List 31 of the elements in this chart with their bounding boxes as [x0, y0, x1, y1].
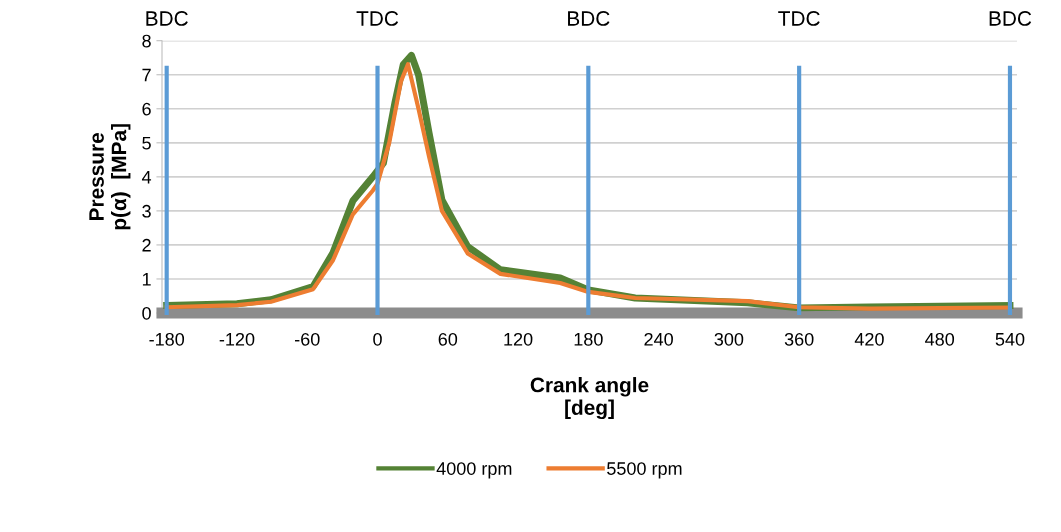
y-tick-label: 1 [142, 273, 151, 286]
legend-label: 5500 rpm [607, 462, 682, 479]
x-tick-label: -60 [294, 332, 320, 346]
x-tick-label: 540 [995, 332, 1025, 346]
x-tick-label: 60 [438, 332, 458, 346]
legend-label: 4000 rpm [436, 462, 512, 479]
x-tick-label: 0 [373, 332, 382, 346]
x-tick-label: -180 [149, 332, 185, 346]
y-tick-label: 4 [141, 170, 152, 184]
x-tick-label: 300 [714, 332, 744, 346]
ref-line-label: BDC [146, 11, 188, 26]
y-tick-label: 6 [142, 102, 151, 116]
y-tick-label: 8 [142, 34, 151, 48]
ref-line-label: BDC [568, 11, 610, 26]
x-tick-label: 120 [504, 332, 533, 346]
x-tick-label: 480 [925, 332, 955, 346]
y-tick-label: 0 [142, 306, 151, 320]
x-tick-label: 180 [574, 332, 603, 346]
x-tick-label: -120 [219, 332, 255, 346]
x-tick-label: 360 [784, 332, 814, 346]
ref-line-label: TDC [356, 11, 399, 26]
ref-line-label: TDC [778, 11, 820, 26]
y-tick-label: 3 [142, 204, 151, 218]
y-axis-title: Pressure p(α) [MPa] [89, 124, 131, 230]
x-tick-label: 240 [644, 332, 673, 346]
x-axis-title: Crank angle [deg] [530, 377, 649, 420]
y-tick-label: 7 [142, 68, 151, 82]
ref-line-label: BDC [989, 11, 1032, 26]
x-tick-label: 420 [854, 332, 884, 346]
y-tick-label: 2 [142, 238, 151, 252]
y-tick-label: 5 [142, 136, 151, 150]
